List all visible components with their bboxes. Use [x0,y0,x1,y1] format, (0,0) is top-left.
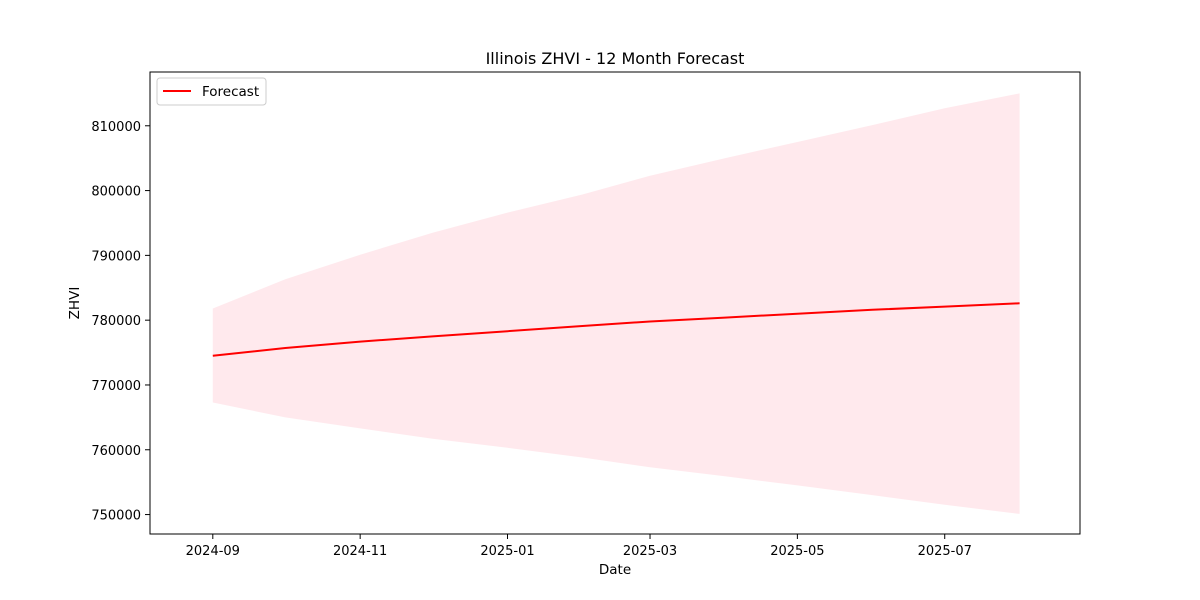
y-tick-label: 760000 [91,444,141,459]
plot-frame [149,71,1081,535]
x-tick-label: 2025-07 [918,544,972,559]
forecast-line [212,302,1020,357]
x-tick-label: 2025-03 [623,544,677,559]
y-axis-ticks: 750000 760000 770000 780000 790000 800000 8100… [91,120,150,524]
x-tick-label: 2025-05 [770,544,824,559]
y-axis-label: ZHVI [67,287,83,320]
legend-box [156,77,267,106]
x-axis-label: Date [599,562,631,578]
legend-label-forecast: Forecast [202,84,259,100]
x-tick-label: 2025-01 [480,544,534,559]
y-tick-label: 750000 [91,509,141,524]
legend: Forecast [156,77,267,106]
x-tick-label: 2024-09 [186,544,240,559]
confidence-band [212,93,1020,514]
x-axis-ticks: 2024-09 2024-11 2025-01 2025-03 2025-05 2025-… [186,534,972,559]
y-tick-label: 810000 [91,120,141,135]
x-tick-label: 2024-11 [333,544,387,559]
y-tick-label: 780000 [91,314,141,329]
chart-title: Illinois ZHVI - 12 Month Forecast [486,49,745,68]
y-tick-label: 770000 [91,379,141,394]
y-tick-label: 800000 [91,185,141,200]
y-tick-label: 790000 [91,249,141,264]
plot-area [212,93,1020,514]
